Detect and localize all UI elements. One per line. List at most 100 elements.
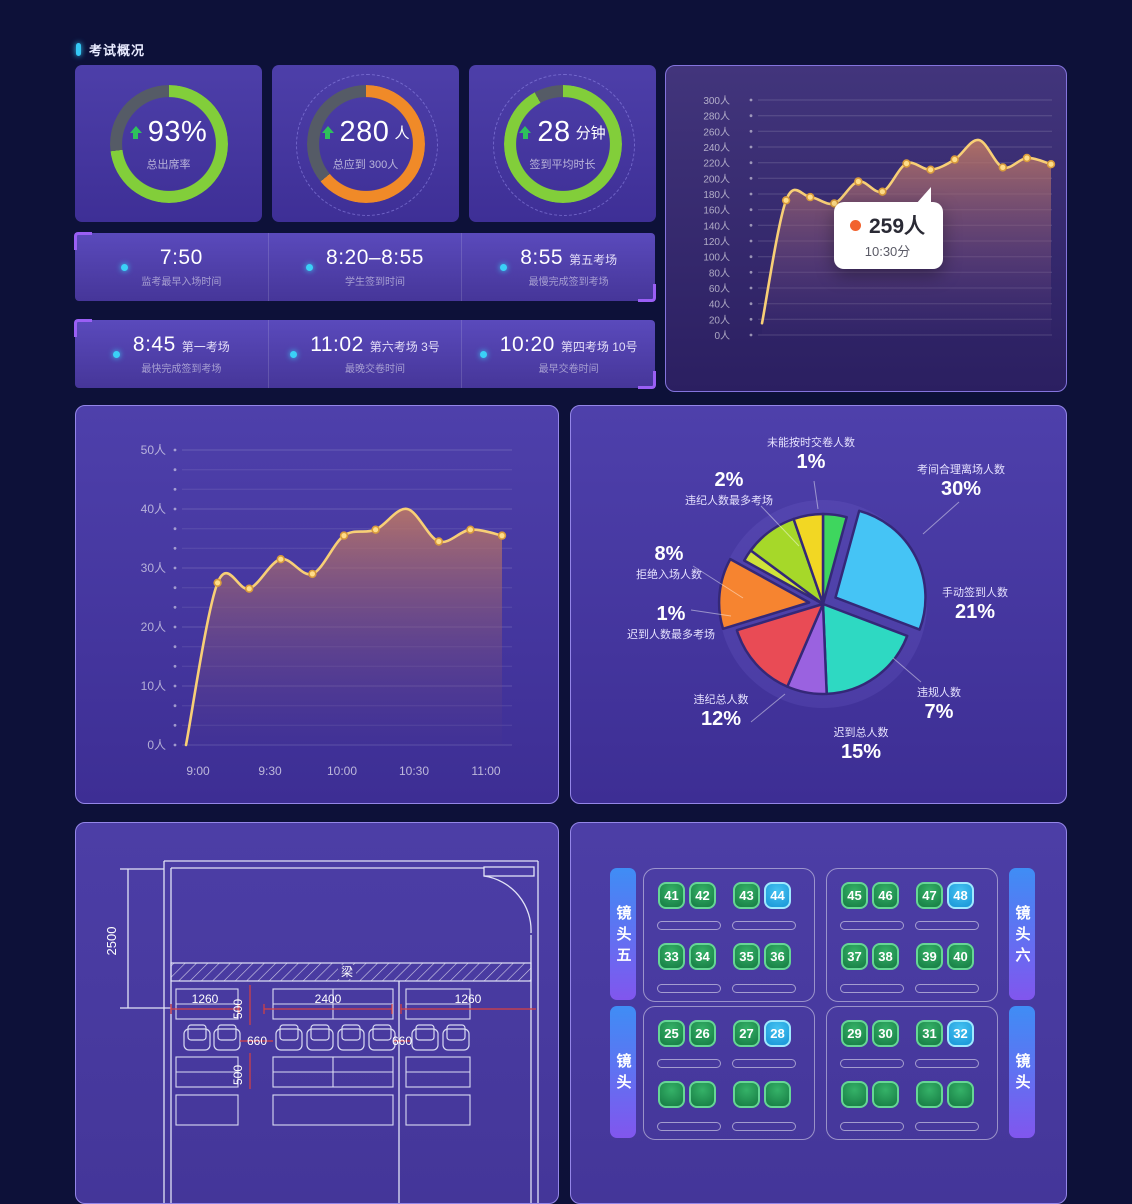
attendance-line-chart-small-card: 0人 10人 20人 30人 40人 50人 9:00 9:30 10:00 10:30 11:00 [75,405,559,804]
svg-text:9:30: 9:30 [258,764,282,778]
seat-40[interactable]: 40 [947,943,974,970]
seat[interactable] [733,1081,760,1108]
pie-slice-percent: 15% [840,741,882,763]
camera-pill-2: 镜头 [610,1006,636,1138]
seat[interactable] [658,1081,685,1108]
seat-34[interactable]: 34 [689,943,716,970]
data-point[interactable] [902,159,911,168]
data-point[interactable] [781,196,791,205]
seat-39[interactable]: 39 [916,943,943,970]
seat-33[interactable]: 33 [658,943,685,970]
seat[interactable] [872,1081,899,1108]
data-point[interactable] [926,165,935,174]
camera-pill-3: 镜头 [1009,1006,1035,1138]
progress-ring [503,84,622,203]
tooltip-value: 259人 [869,215,926,238]
data-point[interactable] [434,537,443,546]
pie-slice-2[interactable] [821,602,909,696]
leader-line [690,609,732,617]
pie-slice-percent: 7% [924,701,954,723]
seat-32[interactable]: 32 [947,1020,974,1047]
cyan-dot-icon [500,263,508,271]
seat-36[interactable]: 36 [764,943,791,970]
seat-45[interactable]: 45 [841,882,868,909]
data-point[interactable] [466,525,475,534]
seat-44[interactable]: 44 [764,882,791,909]
desk [732,984,796,993]
ring-stat-card-1: 280 人 总应到 300人 [272,65,459,222]
ring-value: 93% [147,115,208,148]
stat-suffix: 第四考场 10号 [560,340,638,354]
pie-label-4: 迟到总人数 15% [834,724,889,764]
exam-chairs [183,1024,470,1051]
pie-label-1: 考间合理离场人数 30% [917,461,1005,501]
seat[interactable] [947,1081,974,1108]
time-stat-cell: 8:45 第一考场 最快完成签到考场 [75,320,268,388]
data-point[interactable] [339,531,349,540]
dimension-texts: 1260 2400 1260 500 500 660 660 2500 [104,927,482,1085]
dim-1260-left: 1260 [192,992,219,1006]
seat-37[interactable]: 37 [841,943,868,970]
data-point[interactable] [308,569,317,579]
data-point[interactable] [371,525,380,534]
dim-1260-right: 1260 [455,992,482,1006]
seat[interactable] [916,1081,943,1108]
svg-text:60人: 60人 [709,283,730,295]
pie-slice-5[interactable] [717,557,811,631]
data-point[interactable] [276,555,286,564]
seat-42[interactable]: 42 [689,882,716,909]
pie-slice-percent: 21% [954,601,996,623]
seat-48[interactable]: 48 [947,882,974,909]
seat-29[interactable]: 29 [841,1020,868,1047]
pie-slice-label: 违纪总人数 [693,694,749,706]
data-point[interactable] [497,531,507,540]
pie-label-6: 1% 迟到人数最多考场 [627,602,715,642]
seat-35[interactable]: 35 [733,943,760,970]
pie-slice-1[interactable] [834,509,927,631]
seat-43[interactable]: 43 [733,882,760,909]
desk [732,1059,796,1068]
seat[interactable] [841,1081,868,1108]
data-point[interactable] [878,187,887,196]
data-point[interactable] [806,192,815,202]
svg-text:40人: 40人 [709,299,730,311]
seat-47[interactable]: 47 [916,882,943,909]
seat-38[interactable]: 38 [872,943,899,970]
desk [915,921,979,930]
pie-slice-8[interactable] [792,512,825,606]
seat-map-card: 镜头五 镜头六 镜头 镜头 41 42 43 44 33 34 35 36 45 46 47 48 37 38 39… [570,822,1067,1204]
seat-26[interactable]: 26 [689,1020,716,1047]
desk [840,1059,904,1068]
seat-28[interactable]: 28 [764,1020,791,1047]
seat-27[interactable]: 27 [733,1020,760,1047]
dim-660-right: 660 [392,1034,412,1048]
data-point[interactable] [245,584,254,593]
pie-label-3: 违规人数 7% [917,684,961,724]
ring-value: 280 [339,115,390,148]
svg-text:10人: 10人 [141,679,166,693]
data-point[interactable] [998,163,1007,172]
svg-text:100人: 100人 [703,252,730,264]
pie-slice-label: 违规人数 [917,687,961,699]
seat-30[interactable]: 30 [872,1020,899,1047]
data-point[interactable] [854,177,863,186]
seat-41[interactable]: 41 [658,882,685,909]
attendance-line-chart-large-card: 0人 20人 40人 60人 80人 100人 120人 140人 160人 180人 200人 22… [665,65,1067,392]
stat-time: 11:02 [310,333,364,356]
attendance-line-chart-small[interactable]: 0人 10人 20人 30人 40人 50人 9:00 9:30 10:00 10:30 11:00 [76,406,558,803]
seat-46[interactable]: 46 [872,882,899,909]
seat[interactable] [764,1081,791,1108]
data-point[interactable] [950,155,959,164]
seat[interactable] [689,1081,716,1108]
desk [915,1122,979,1131]
data-point[interactable] [1022,153,1032,163]
desk [915,1059,979,1068]
seat-25[interactable]: 25 [658,1020,685,1047]
seat-31[interactable]: 31 [916,1020,943,1047]
svg-text:50人: 50人 [141,443,166,457]
pie-slice-4[interactable] [735,602,825,688]
data-point[interactable] [213,578,222,588]
camera-pill-0: 镜头五 [610,868,636,1000]
data-point[interactable] [1046,159,1056,169]
dim-500-a: 500 [231,999,245,1019]
